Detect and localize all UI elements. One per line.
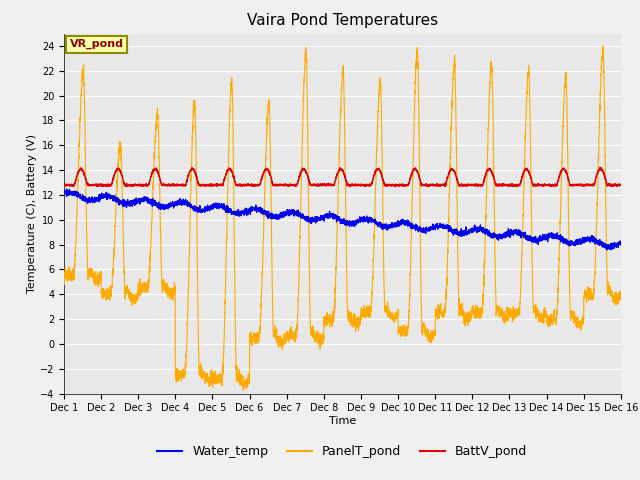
- Y-axis label: Temperature (C), Battery (V): Temperature (C), Battery (V): [27, 134, 37, 293]
- X-axis label: Time: Time: [329, 416, 356, 426]
- Text: VR_pond: VR_pond: [70, 39, 124, 49]
- Legend: Water_temp, PanelT_pond, BattV_pond: Water_temp, PanelT_pond, BattV_pond: [152, 440, 532, 463]
- Title: Vaira Pond Temperatures: Vaira Pond Temperatures: [247, 13, 438, 28]
